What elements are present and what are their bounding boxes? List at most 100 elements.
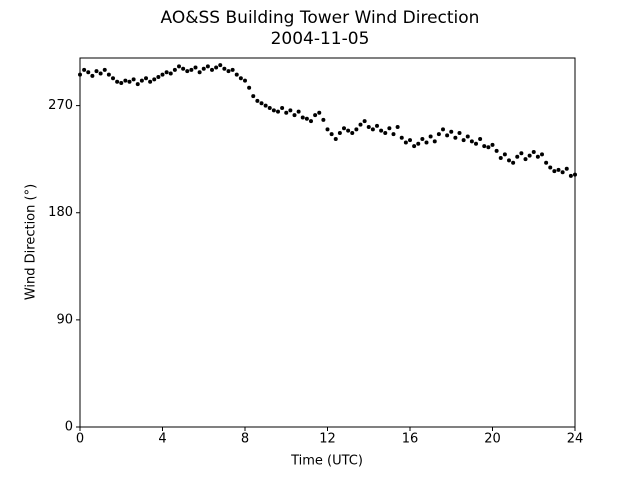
point <box>540 152 544 157</box>
point <box>148 79 153 84</box>
point <box>391 132 396 137</box>
point <box>156 75 161 80</box>
x-tick-label: 12 <box>319 432 336 447</box>
point <box>482 144 487 149</box>
point <box>366 125 371 130</box>
point <box>164 70 169 75</box>
point <box>111 76 115 81</box>
y-tick-label: 180 <box>48 205 73 220</box>
point <box>181 66 186 71</box>
point <box>82 67 87 72</box>
point <box>337 130 342 135</box>
y-axis-label: Wind Direction (°) <box>24 184 39 300</box>
point <box>288 108 293 113</box>
point <box>172 67 177 72</box>
y-tick-label: 270 <box>48 98 73 113</box>
point <box>461 138 466 143</box>
point <box>267 105 272 110</box>
point <box>478 136 483 141</box>
point <box>420 136 425 141</box>
point <box>98 71 103 76</box>
point <box>317 110 322 115</box>
point <box>90 73 95 78</box>
point <box>152 77 157 82</box>
point <box>412 144 417 149</box>
point <box>432 139 437 144</box>
point <box>486 145 491 150</box>
point <box>123 78 128 83</box>
point <box>527 153 532 158</box>
plot-frame <box>79 57 576 428</box>
point <box>304 116 309 121</box>
point <box>515 154 520 159</box>
x-tick-label: 4 <box>158 432 166 447</box>
point <box>474 141 478 146</box>
point <box>309 119 313 124</box>
y-tick-label: 0 <box>65 420 73 435</box>
point <box>131 77 136 82</box>
point <box>362 119 367 124</box>
point <box>292 113 297 118</box>
point <box>321 117 326 122</box>
point <box>139 78 144 83</box>
point <box>185 69 190 74</box>
x-axis-label: Time (UTC) <box>290 454 363 469</box>
point <box>144 76 148 81</box>
point <box>523 157 528 162</box>
x-tick-label: 8 <box>241 432 249 447</box>
point <box>218 63 223 68</box>
x-tick-label: 24 <box>567 432 584 447</box>
point <box>354 127 359 132</box>
point <box>255 98 260 103</box>
point <box>457 130 462 135</box>
point <box>127 79 132 84</box>
point <box>115 79 120 84</box>
point <box>135 82 140 87</box>
point <box>259 101 264 106</box>
point <box>210 67 214 72</box>
point <box>564 166 569 171</box>
point <box>498 155 503 160</box>
point <box>441 127 445 132</box>
point <box>494 148 499 153</box>
point <box>106 72 111 77</box>
point <box>119 80 124 85</box>
point <box>177 64 181 69</box>
point <box>370 127 375 132</box>
point <box>428 134 433 139</box>
point <box>160 72 165 77</box>
point <box>449 129 454 134</box>
point <box>552 169 557 174</box>
point <box>313 113 318 118</box>
point <box>416 141 421 146</box>
point <box>243 78 247 83</box>
point <box>568 173 573 178</box>
point <box>511 160 516 165</box>
point <box>280 105 285 110</box>
x-tick-label: 20 <box>484 432 501 447</box>
point <box>387 126 392 131</box>
point <box>226 69 231 74</box>
x-tick-label: 16 <box>402 432 419 447</box>
point <box>350 130 355 135</box>
point <box>271 108 276 113</box>
point <box>436 132 441 137</box>
point <box>238 76 243 81</box>
point <box>300 115 305 120</box>
point <box>535 154 540 159</box>
x-tick-label: 0 <box>76 432 84 447</box>
point <box>168 71 173 76</box>
point <box>263 103 268 108</box>
point <box>358 122 363 127</box>
point <box>86 70 91 75</box>
point <box>383 130 388 135</box>
point <box>214 65 219 70</box>
point <box>346 128 351 133</box>
point <box>379 128 384 133</box>
point <box>189 67 194 72</box>
point <box>507 158 511 163</box>
point <box>395 125 400 130</box>
point <box>276 109 280 114</box>
point <box>445 133 450 138</box>
